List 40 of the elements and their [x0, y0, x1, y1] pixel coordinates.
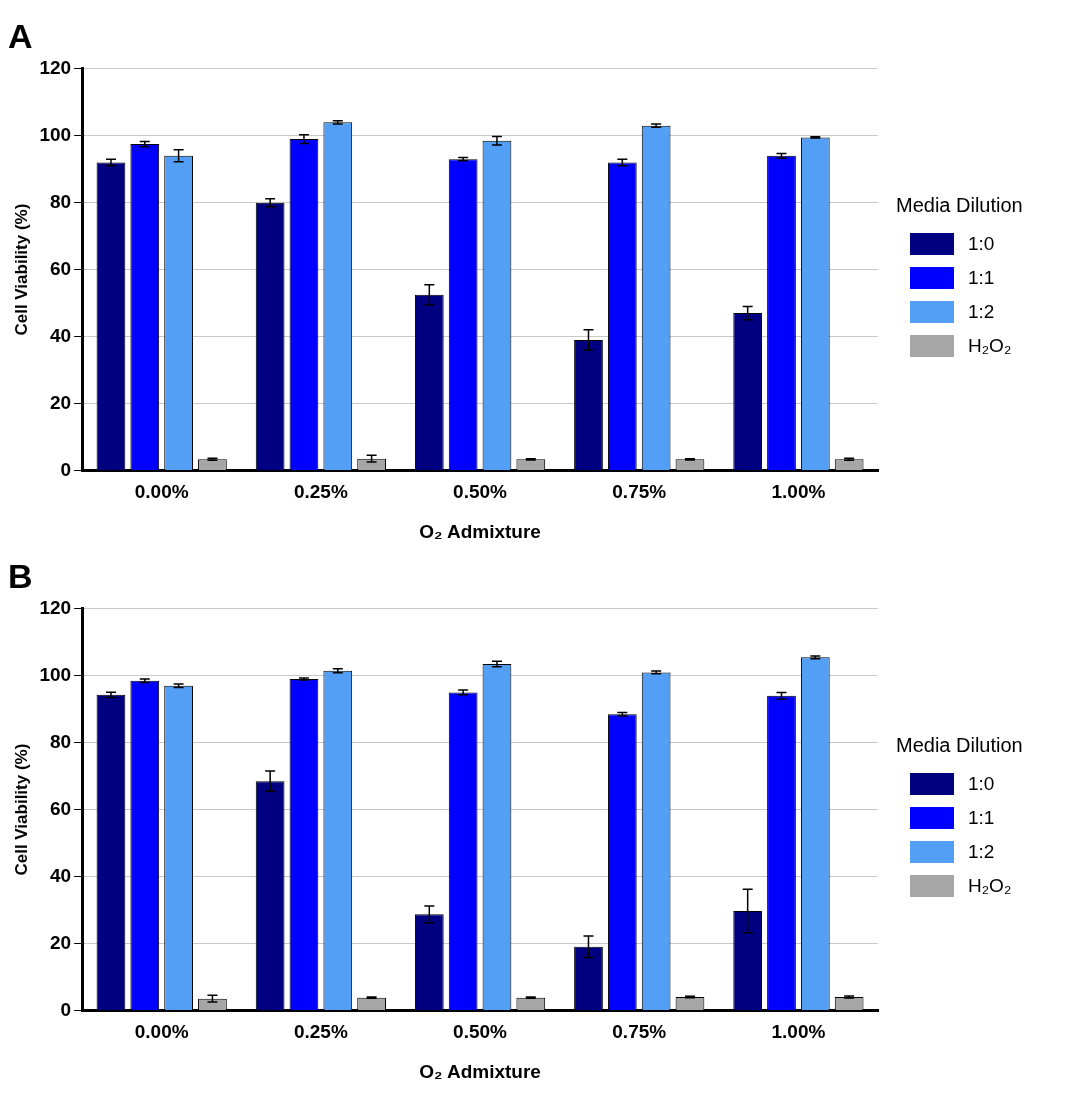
legend-label: 1:2 [968, 300, 995, 323]
x-tick-label: 0.00% [134, 481, 189, 503]
x-tick-label: 0.25% [293, 1021, 348, 1043]
legend-label: 1:1 [968, 806, 995, 829]
y-tick-label: 40 [49, 324, 72, 346]
legend-label: H₂O₂ [968, 334, 1012, 357]
chart-title: A [8, 16, 33, 55]
y-tick-label: 60 [49, 797, 72, 819]
legend-label: 1:2 [968, 840, 995, 863]
x-tick-label: 0.75% [612, 481, 667, 503]
x-axis-title: O₂ Admixture [419, 520, 541, 542]
x-axis-title: O₂ Admixture [419, 1060, 541, 1082]
x-tick-label: 0.75% [612, 1021, 667, 1043]
y-tick-label: 20 [49, 931, 72, 953]
y-tick-label: 100 [39, 123, 72, 145]
y-tick-label: 80 [49, 730, 72, 752]
x-tick-label: 1.00% [771, 1021, 826, 1043]
legend-label: 1:1 [968, 266, 995, 289]
x-tick-label: 0.00% [134, 1021, 189, 1043]
legend-label: 1:0 [968, 232, 995, 255]
y-tick-label: 120 [39, 597, 72, 619]
x-tick-label: 1.00% [771, 481, 826, 503]
x-tick-label: 0.50% [453, 481, 508, 503]
y-tick-label: 40 [49, 864, 72, 886]
y-tick-label: 60 [49, 257, 72, 279]
y-tick-label: 0 [60, 998, 72, 1020]
legend-label: 1:0 [968, 772, 995, 795]
legend-title: Media Dilution [896, 193, 1023, 217]
y-tick-label: 0 [60, 458, 72, 480]
y-axis-title: Cell Viability (%) [11, 743, 31, 876]
y-tick-label: 120 [39, 57, 72, 79]
x-tick-label: 0.50% [453, 1021, 508, 1043]
y-tick-label: 100 [39, 663, 72, 685]
y-tick-label: 20 [49, 391, 72, 413]
y-tick-label: 80 [49, 190, 72, 212]
legend-label: H₂O₂ [968, 874, 1012, 897]
y-axis-title: Cell Viability (%) [11, 203, 31, 336]
legend-title: Media Dilution [896, 733, 1023, 757]
chart-title: B [8, 556, 33, 595]
x-tick-label: 0.25% [293, 481, 348, 503]
